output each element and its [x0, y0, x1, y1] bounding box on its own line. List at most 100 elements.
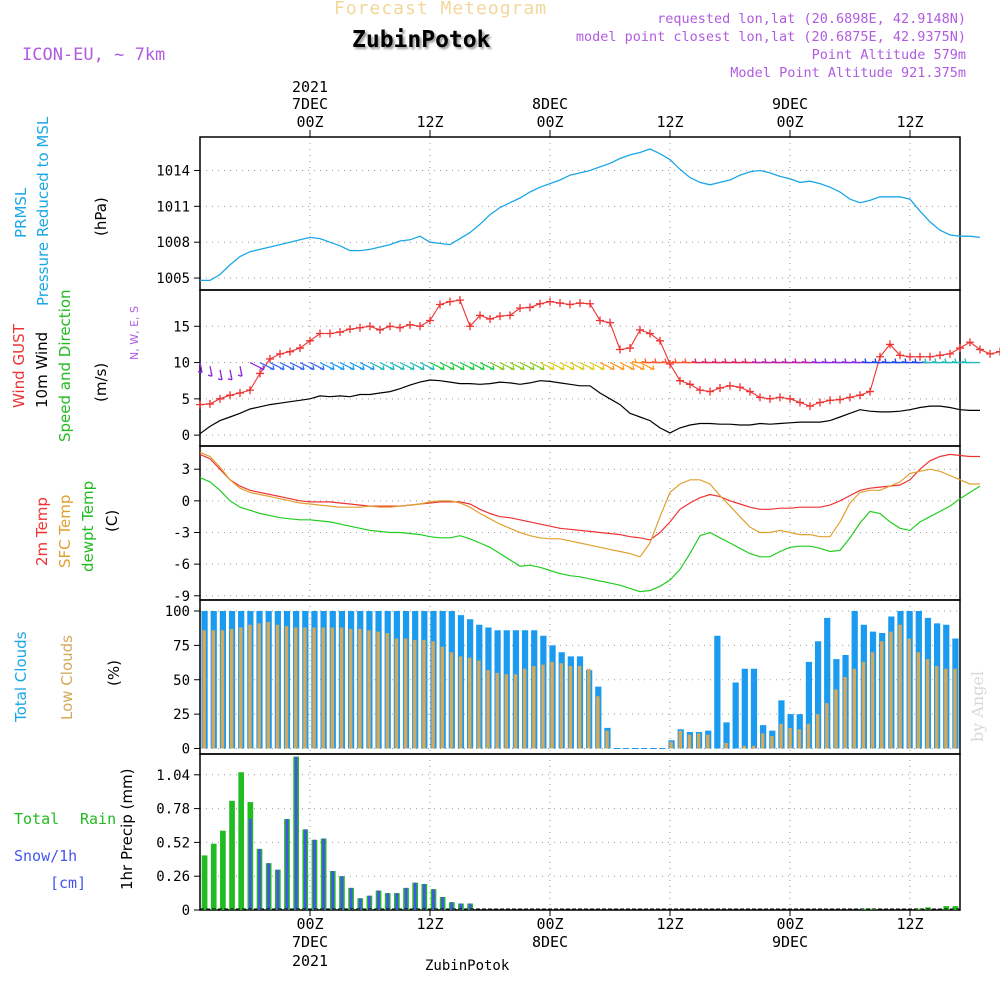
wind-line — [199, 379, 980, 435]
wind-direction-arrow — [599, 361, 615, 371]
low-cloud-bar — [944, 668, 948, 749]
low-cloud-bar — [477, 660, 481, 749]
low-cloud-bar — [358, 628, 362, 749]
gust-marker — [896, 351, 904, 360]
low-cloud-bar — [953, 668, 957, 749]
snow-bar — [468, 903, 472, 910]
gust-marker — [496, 312, 504, 321]
bottom-tick-label: 00Z — [776, 915, 803, 933]
low-cloud-bar — [229, 628, 234, 749]
gust-marker — [636, 325, 644, 334]
wind-direction-arrow — [449, 361, 465, 371]
gust-marker — [336, 328, 344, 337]
wind-direction-arrow — [237, 366, 243, 377]
sfctemp-line — [199, 451, 980, 558]
low-cloud-bar — [440, 646, 444, 749]
total-label: Total — [14, 810, 60, 828]
gust-marker — [616, 345, 624, 354]
snow-bar — [303, 829, 307, 910]
low-cloud-bar — [330, 627, 335, 749]
wind-direction-arrow — [639, 361, 655, 371]
low-cloud-bar — [678, 730, 683, 749]
low-cloud-bar — [568, 666, 573, 749]
low-cloud-bar — [339, 627, 344, 749]
low-cloud-bar — [806, 723, 811, 749]
low-cloud-bar — [220, 630, 225, 749]
gust-marker — [766, 394, 774, 403]
low-cloud-bar — [468, 657, 472, 749]
cm-label: [cm] — [50, 874, 87, 892]
low-cloud-bar — [513, 674, 518, 749]
top-tick-label: 00Z — [296, 113, 323, 131]
low-cloud-bar — [458, 656, 463, 749]
y-tick-label: 1005 — [156, 271, 190, 287]
wind-direction-arrow — [217, 369, 223, 381]
model-altitude: Model Point Altitude 921.375m — [730, 65, 966, 81]
rain-bar — [238, 772, 245, 910]
snow-bar — [313, 839, 316, 910]
snow-bar — [349, 887, 353, 910]
low-cloud-bar — [495, 672, 499, 749]
snow-bar — [340, 876, 344, 910]
wind-direction-arrow — [629, 361, 645, 371]
wind-direction-arrow — [389, 361, 405, 371]
gust-marker — [366, 322, 374, 331]
y-tick-label: 15 — [173, 319, 190, 335]
low-cloud-bar — [348, 628, 353, 749]
rain-bar — [201, 855, 208, 910]
rain-bar — [210, 843, 217, 910]
snow-bar — [413, 882, 417, 910]
low-cloud-bar — [522, 668, 527, 749]
low-cloud-bar — [596, 696, 600, 749]
wind-direction-arrow — [429, 361, 445, 371]
gust-marker — [976, 345, 984, 354]
wind-direction-arrow — [379, 361, 395, 371]
gust-marker — [786, 394, 794, 403]
gust-marker — [206, 399, 214, 408]
wind-direction-arrow — [479, 361, 495, 371]
gust-marker — [626, 344, 634, 353]
rain-bar — [220, 830, 226, 910]
gust-marker — [986, 349, 994, 358]
gust-marker — [696, 386, 704, 395]
wind-direction-arrow — [289, 361, 305, 371]
low-cloud-bar — [797, 729, 802, 749]
low-cloud-bar — [916, 652, 921, 749]
gust-marker — [746, 387, 754, 396]
low-cloud-bar — [898, 624, 902, 749]
bottom-tick-label: 12Z — [416, 915, 443, 933]
gust-marker — [876, 352, 884, 361]
top-tick-label: 00Z — [536, 113, 563, 131]
gust-marker — [566, 300, 574, 309]
snow-bar — [248, 819, 252, 910]
gust-marker — [446, 297, 454, 306]
bottom-date-label: 7DEC — [292, 933, 328, 951]
gust-marker — [546, 297, 554, 306]
low-cloud-bar — [294, 627, 298, 749]
wind-direction-arrow — [569, 361, 585, 371]
top-tick-label: 12Z — [896, 113, 923, 131]
low-cloud-bar — [815, 714, 820, 749]
wind-direction-arrow — [409, 361, 425, 371]
point-altitude: Point Altitude 579m — [811, 47, 966, 63]
rain-bar — [229, 800, 235, 910]
wind-direction-arrow — [519, 361, 535, 371]
gust-marker — [456, 296, 464, 305]
top-date-label: 7DEC — [292, 95, 328, 113]
gust-marker — [716, 383, 724, 392]
requested-lonlat: requested lon,lat (20.6898E, 42.9148N) — [657, 11, 966, 27]
y-tick-label: 1014 — [156, 163, 190, 179]
total-cloud-bar — [814, 641, 822, 749]
bottom-tick-label: 00Z — [296, 915, 323, 933]
y-tick-label: 10 — [173, 356, 190, 372]
wind-direction-arrow — [529, 361, 545, 371]
snow-bar — [367, 895, 371, 910]
total-cloud-bar — [750, 668, 758, 749]
low-cloud-bar — [403, 638, 408, 749]
low-cloud-bar — [303, 627, 307, 749]
low-cloud-bar — [669, 741, 673, 749]
low-cloud-bar — [394, 638, 399, 749]
low-cloud-bar — [706, 734, 710, 749]
snow-bar — [441, 897, 445, 910]
